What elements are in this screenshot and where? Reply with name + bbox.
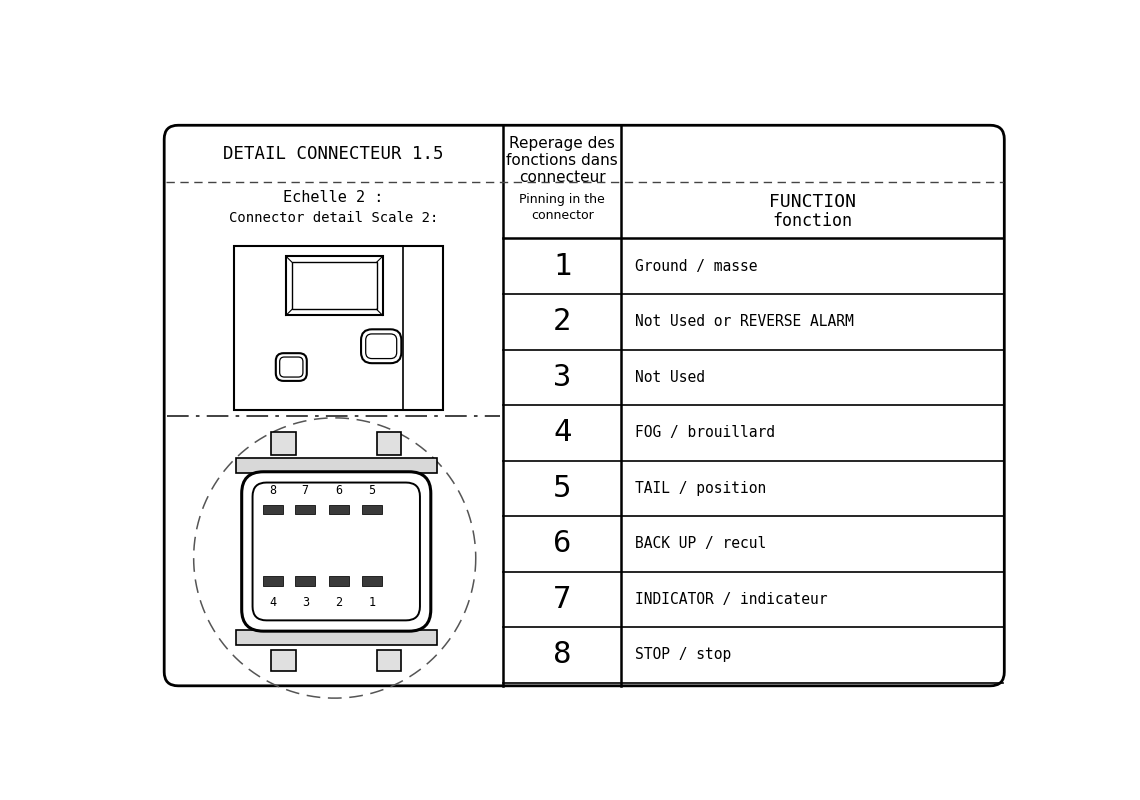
Text: TAIL / position: TAIL / position: [635, 481, 767, 496]
Text: Reperage des: Reperage des: [510, 136, 616, 151]
Text: 3: 3: [553, 362, 571, 392]
Bar: [236, 630, 437, 645]
FancyBboxPatch shape: [279, 357, 303, 377]
Text: Not Used or REVERSE ALARM: Not Used or REVERSE ALARM: [635, 314, 854, 330]
Bar: [376, 650, 401, 671]
Bar: [262, 505, 283, 514]
Text: 4: 4: [269, 596, 276, 609]
Text: 3: 3: [302, 596, 309, 609]
FancyBboxPatch shape: [361, 330, 401, 363]
Text: BACK UP / recul: BACK UP / recul: [635, 536, 767, 551]
Text: 5: 5: [368, 484, 375, 497]
Text: 6: 6: [335, 484, 342, 497]
Bar: [271, 432, 296, 455]
FancyBboxPatch shape: [366, 334, 397, 358]
Text: 1: 1: [553, 252, 571, 281]
Bar: [361, 505, 382, 514]
Text: INDICATOR / indicateur: INDICATOR / indicateur: [635, 592, 828, 607]
Text: DETAIL CONNECTEUR 1.5: DETAIL CONNECTEUR 1.5: [223, 145, 443, 162]
Bar: [262, 577, 283, 586]
Bar: [234, 246, 443, 410]
Bar: [295, 577, 316, 586]
Text: 7: 7: [302, 484, 309, 497]
Bar: [292, 262, 376, 310]
FancyBboxPatch shape: [276, 353, 307, 381]
Text: FUNCTION: FUNCTION: [770, 194, 856, 211]
FancyBboxPatch shape: [164, 126, 1004, 686]
Bar: [328, 577, 349, 586]
Text: STOP / stop: STOP / stop: [635, 647, 732, 662]
Text: 1: 1: [368, 596, 375, 609]
FancyBboxPatch shape: [242, 472, 431, 631]
Text: FOG / brouillard: FOG / brouillard: [635, 426, 775, 440]
Text: 5: 5: [553, 474, 571, 503]
Bar: [271, 650, 296, 671]
Bar: [236, 458, 437, 474]
Bar: [286, 256, 383, 315]
Text: fonction: fonction: [773, 212, 853, 230]
FancyBboxPatch shape: [253, 482, 420, 620]
Bar: [376, 432, 401, 455]
Text: Not Used: Not Used: [635, 370, 706, 385]
Text: Ground / masse: Ground / masse: [635, 258, 758, 274]
Text: 8: 8: [553, 641, 571, 670]
Bar: [328, 505, 349, 514]
Text: Pinning in the: Pinning in the: [520, 194, 605, 206]
Text: 6: 6: [553, 530, 571, 558]
Text: 7: 7: [553, 585, 571, 614]
Text: fonctions dans: fonctions dans: [506, 153, 618, 168]
Text: 8: 8: [269, 484, 276, 497]
Text: 2: 2: [553, 307, 571, 336]
Text: 2: 2: [335, 596, 342, 609]
Text: 4: 4: [553, 418, 571, 447]
Text: Echelle 2 :: Echelle 2 :: [284, 190, 384, 205]
Bar: [295, 505, 316, 514]
Text: Connector detail Scale 2:: Connector detail Scale 2:: [229, 210, 438, 225]
Text: connector: connector: [531, 209, 594, 222]
Bar: [361, 577, 382, 586]
Text: connecteur: connecteur: [519, 170, 605, 185]
